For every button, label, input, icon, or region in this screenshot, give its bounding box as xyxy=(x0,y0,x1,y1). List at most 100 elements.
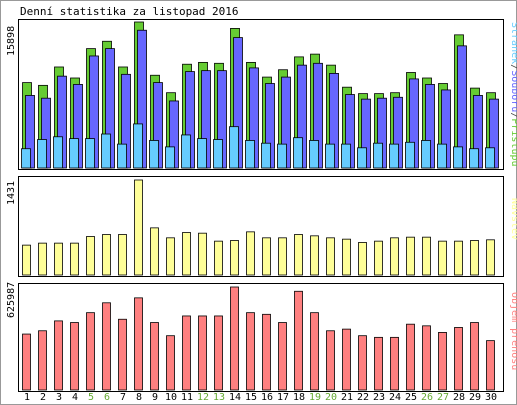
pages-bar xyxy=(389,143,399,169)
day-label: 7 xyxy=(120,392,126,403)
day-label: 18 xyxy=(293,392,305,403)
visits-bar xyxy=(70,242,79,276)
bandwidth-bar xyxy=(422,325,431,391)
day-label: 14 xyxy=(229,392,241,403)
chart-bars xyxy=(21,21,499,391)
pages-bar xyxy=(341,143,351,169)
visits-bar xyxy=(454,240,463,276)
hits-legend: Stránek/Souborů/Přístupů xyxy=(509,22,517,167)
visits-ymax-label: 1431 xyxy=(6,181,17,205)
pages-bar xyxy=(117,143,127,169)
bandwidth-bar xyxy=(166,335,175,391)
day-label: 23 xyxy=(373,392,385,403)
visits-bar xyxy=(342,238,351,276)
bandwidth-bar xyxy=(342,328,351,391)
bandwidth-bar xyxy=(262,313,271,391)
bandwidth-bar xyxy=(38,330,47,391)
hits-legend-entry: Přístupů xyxy=(509,118,517,166)
visits-bar xyxy=(166,237,175,276)
day-label: 15 xyxy=(245,392,257,403)
pages-bar xyxy=(149,140,159,169)
day-label: 25 xyxy=(405,392,417,403)
pages-bar xyxy=(21,148,31,169)
day-label: 26 xyxy=(421,392,433,403)
visits-bar xyxy=(22,244,31,276)
hits-ymax-label: 15898 xyxy=(6,26,17,56)
hits-legend-entry: Souborů xyxy=(509,70,517,112)
pages-bar xyxy=(357,147,367,169)
day-label: 9 xyxy=(152,392,158,403)
day-label: 2 xyxy=(40,392,46,403)
bandwidth-bar xyxy=(390,336,399,391)
visits-bar xyxy=(326,237,335,276)
day-label: 11 xyxy=(181,392,193,403)
day-label: 19 xyxy=(309,392,321,403)
day-label: 4 xyxy=(72,392,78,403)
visits-bar xyxy=(358,242,367,276)
bandwidth-bar xyxy=(230,286,239,391)
pages-bar xyxy=(85,138,95,169)
day-label: 22 xyxy=(357,392,369,403)
bandwidth-bar xyxy=(86,312,95,391)
pages-bar xyxy=(213,139,223,169)
pages-bar xyxy=(405,141,415,169)
bandwidth-ymax-label: 625987 xyxy=(6,282,17,318)
pages-bar xyxy=(293,137,303,169)
day-label: 6 xyxy=(104,392,110,403)
day-label: 17 xyxy=(277,392,289,403)
visits-bar xyxy=(102,234,111,276)
pages-bar xyxy=(229,126,239,169)
chart-title: Denní statistika za listopad 2016 xyxy=(20,5,239,18)
visits-bar xyxy=(86,236,95,276)
pages-bar xyxy=(421,140,431,169)
visits-bar xyxy=(294,234,303,276)
pages-bar xyxy=(325,143,335,169)
visits-bar xyxy=(438,240,447,276)
hits-legend-entry: Stránek xyxy=(509,22,517,64)
bandwidth-legend-entry: Objem přenosu xyxy=(509,292,517,370)
bandwidth-bar xyxy=(246,312,255,391)
day-label: 20 xyxy=(325,392,337,403)
pages-bar xyxy=(453,146,463,169)
visits-bar xyxy=(470,240,479,276)
bandwidth-bar xyxy=(134,297,143,391)
day-label: 28 xyxy=(453,392,465,403)
hits-legend-entry: / xyxy=(509,64,517,70)
pages-bar xyxy=(69,138,79,169)
visits-bar xyxy=(54,242,63,276)
bandwidth-bar xyxy=(486,340,495,391)
day-label: 30 xyxy=(485,392,497,403)
visits-bar xyxy=(134,179,143,276)
visits-bar xyxy=(150,227,159,276)
bandwidth-bar xyxy=(198,315,207,391)
pages-bar xyxy=(181,134,191,169)
bandwidth-bar xyxy=(70,322,79,391)
day-labels: 1 2 3 4 5 6 7 8 9 10 11 12 13 14 15 16 17 18 19 20 21 22 23 24 2… xyxy=(24,392,497,403)
visits-bar xyxy=(310,235,319,276)
pages-bar xyxy=(437,143,447,169)
visits-bar xyxy=(390,237,399,276)
visits-bar xyxy=(278,237,287,276)
visits-bar xyxy=(406,236,415,276)
bandwidth-legend: Objem přenosu xyxy=(509,292,517,370)
day-label: 8 xyxy=(136,392,142,403)
pages-bar xyxy=(309,140,319,169)
day-label: 3 xyxy=(56,392,62,403)
bandwidth-bar xyxy=(102,302,111,391)
visits-bar xyxy=(486,239,495,276)
bandwidth-bar xyxy=(214,315,223,391)
visits-legend: Návštěv xyxy=(509,198,517,240)
visits-bar xyxy=(38,242,47,276)
day-label: 29 xyxy=(469,392,481,403)
bandwidth-bar xyxy=(278,322,287,391)
visits-bar xyxy=(230,240,239,276)
visits-bar xyxy=(262,237,271,276)
visits-bar xyxy=(214,240,223,276)
bandwidth-bar xyxy=(54,320,63,391)
day-label: 5 xyxy=(88,392,94,403)
day-label: 10 xyxy=(165,392,177,403)
visits-bar xyxy=(246,231,255,276)
